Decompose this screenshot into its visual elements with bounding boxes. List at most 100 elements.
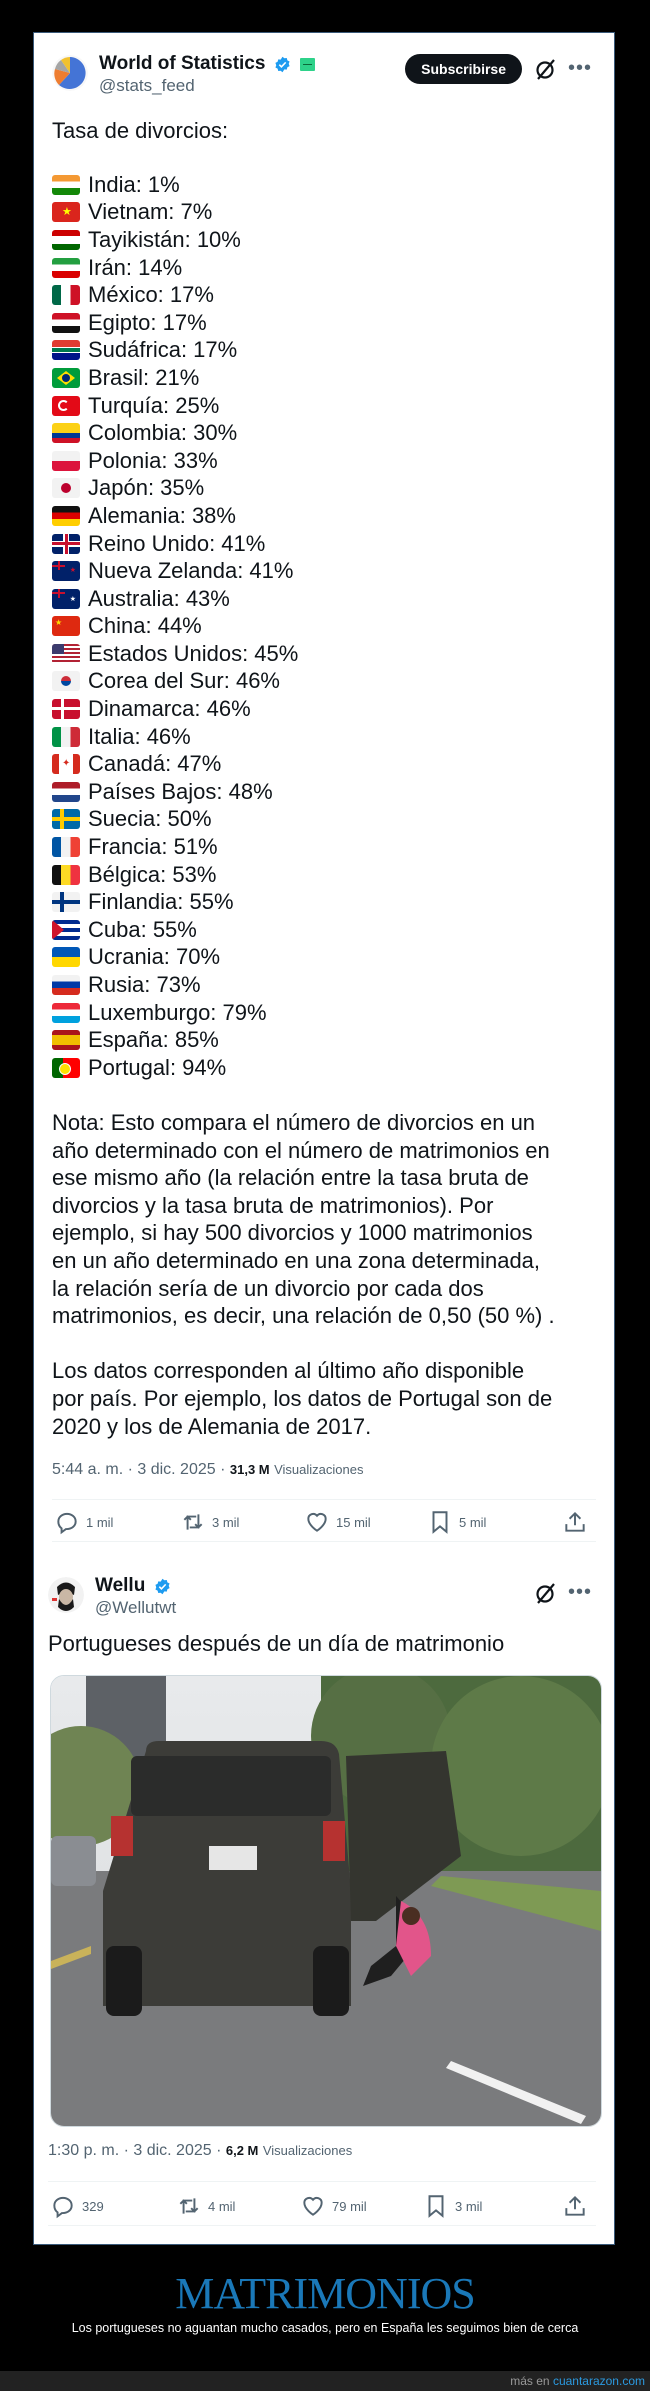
avatar[interactable] [48, 1577, 84, 1613]
repost-button[interactable]: 4 mil [176, 2193, 235, 2219]
like-button[interactable]: 79 mil [300, 2193, 367, 2219]
views-label: Visualizaciones [274, 1462, 364, 1477]
site-link[interactable]: cuantarazon.com [552, 2374, 645, 2388]
rate-label: Polonia: 33% [88, 447, 218, 473]
rate-label: Portugal: 94% [88, 1054, 227, 1080]
rate-list-item: Reino Unido: 41% [52, 530, 298, 558]
author-handle[interactable]: @stats_feed [99, 76, 195, 95]
rate-label: Japón: 35% [88, 475, 205, 501]
bookmark-button[interactable]: 5 mil [427, 1509, 486, 1535]
rate-label: Sudáfrica: 17% [88, 337, 238, 363]
share-button[interactable] [562, 1509, 594, 1535]
repost-icon [183, 1514, 203, 1530]
rate-list-item: México: 17% [52, 281, 298, 309]
brazil-flag-icon [52, 367, 80, 388]
luxembourg-flag-icon [52, 1002, 80, 1023]
note-line: matrimonios, es decir, una relación de 0… [52, 1303, 555, 1329]
timestamp[interactable]: 1:30 p. m. · 3 dic. 2025 · [48, 2142, 226, 2159]
rate-label: Cuba: 55% [88, 916, 197, 942]
rate-label: Luxemburgo: 79% [88, 999, 267, 1025]
more-options-icon[interactable]: ••• [567, 1581, 592, 1603]
author-name[interactable]: Wellu [95, 1575, 146, 1596]
poland-flag-icon [52, 450, 80, 471]
rate-label: Estados Unidos: 45% [88, 640, 299, 666]
rate-list-item: Ucrania: 70% [52, 944, 298, 972]
rate-list-item: ★ Vietnam: 7% [52, 199, 298, 227]
repost-button[interactable]: 3 mil [180, 1509, 239, 1535]
cuba-flag-icon [52, 919, 80, 940]
rate-label: India: 1% [88, 171, 180, 197]
iran-flag-icon [52, 257, 80, 278]
rate-label: Rusia: 73% [88, 972, 201, 998]
site-bar: más en cuantarazon.com [0, 2371, 650, 2391]
tweet-header: Wellu @Wellutwt ••• [48, 1573, 596, 1623]
timestamp[interactable]: 5:44 a. m. · 3 dic. 2025 · [52, 1461, 230, 1478]
rate-label: Egipto: 17% [88, 309, 207, 335]
note-line: en un año determinado en una zona determ… [52, 1247, 541, 1273]
divider [52, 1499, 596, 1500]
rate-list-item: Dinamarca: 46% [52, 695, 298, 723]
rate-list-item: Países Bajos: 48% [52, 778, 298, 806]
france-flag-icon [52, 837, 80, 858]
rate-label: Finlandia: 55% [88, 889, 234, 915]
screenshot-card: World of Statistics @stats_feed Subscrib… [33, 32, 615, 2245]
rate-label: Nueva Zelanda: 41% [88, 558, 294, 584]
more-options-icon[interactable]: ••• [567, 57, 592, 79]
reply-button[interactable]: 1 mil [54, 1509, 113, 1535]
china-flag-icon: ★ [52, 616, 80, 637]
views-label: Visualizaciones [262, 2143, 353, 2158]
rate-label: Ucrania: 70% [88, 944, 221, 970]
affiliate-badge-icon [300, 57, 316, 71]
mexico-flag-icon [52, 285, 80, 306]
rate-list-item: Estados Unidos: 45% [52, 640, 298, 668]
grok-icon[interactable] [534, 57, 558, 81]
repost-icon [179, 2198, 199, 2214]
india-flag-icon [52, 174, 80, 195]
rate-label: China: 44% [88, 613, 202, 639]
subscribe-button[interactable]: Subscribirse [405, 54, 522, 84]
note-line: divorcios y la tasa bruta de matrimonios… [52, 1192, 494, 1218]
rate-list-item: ✦ Canadá: 47% [52, 750, 298, 778]
verified-badge-icon [155, 1578, 170, 1594]
egypt-flag-icon [52, 312, 80, 333]
colombia-flag-icon [52, 423, 80, 444]
note-line: Los datos corresponden al último año dis… [52, 1358, 525, 1384]
author-handle[interactable]: @Wellutwt [95, 1598, 177, 1617]
vietnam-flag-icon: ★ [52, 202, 80, 223]
rate-label: Corea del Sur: 46% [88, 668, 280, 694]
like-button[interactable]: 15 mil [304, 1509, 371, 1535]
rate-label: Tayikistán: 10% [88, 226, 241, 252]
rate-label: Bélgica: 53% [88, 861, 217, 887]
new-zealand-flag-icon: ★ [52, 561, 80, 582]
ukraine-flag-icon [52, 947, 80, 968]
note-line: por país. Por ejemplo, los datos de Port… [52, 1385, 553, 1411]
rate-list-item: India: 1% [52, 171, 298, 199]
share-button[interactable] [562, 2193, 594, 2219]
rate-list-item: Colombia: 30% [52, 419, 298, 447]
bookmark-icon [432, 1511, 448, 1534]
site-credit: más en cuantarazon.com [510, 2374, 645, 2388]
author-name[interactable]: World of Statistics [99, 53, 266, 74]
reply-button[interactable]: 329 [50, 2193, 104, 2219]
rate-list-item: Irán: 14% [52, 254, 298, 282]
rate-list-item: ★ Australia: 43% [52, 585, 298, 613]
tweet-meta: 1:30 p. m. · 3 dic. 2025 · 6,2 M Visuali… [48, 2142, 352, 2160]
rate-list-item: Brasil: 21% [52, 364, 298, 392]
canada-flag-icon: ✦ [52, 754, 80, 775]
bookmark-button[interactable]: 3 mil [423, 2193, 482, 2219]
rate-list-item: Corea del Sur: 46% [52, 668, 298, 696]
spain-flag-icon [52, 1030, 80, 1051]
rate-label: Dinamarca: 46% [88, 696, 251, 722]
verified-badge-icon [275, 56, 290, 72]
divorce-rate-list: India: 1% ★ Vietnam: 7% Tayikistán: 10% Irán… [52, 171, 298, 1082]
rate-label: México: 17% [88, 282, 214, 308]
tweet-photo[interactable] [50, 1675, 602, 2127]
denmark-flag-icon [52, 699, 80, 720]
avatar[interactable] [52, 55, 88, 91]
russia-flag-icon [52, 975, 80, 996]
note-line [52, 1330, 596, 1358]
tweet-intro: Tasa de divorcios: [52, 118, 229, 143]
note-line: año determinado con el número de matrimo… [52, 1137, 550, 1163]
tweet-meta: 5:44 a. m. · 3 dic. 2025 · 31,3 M Visual… [52, 1461, 363, 1479]
grok-icon[interactable] [534, 1581, 558, 1605]
